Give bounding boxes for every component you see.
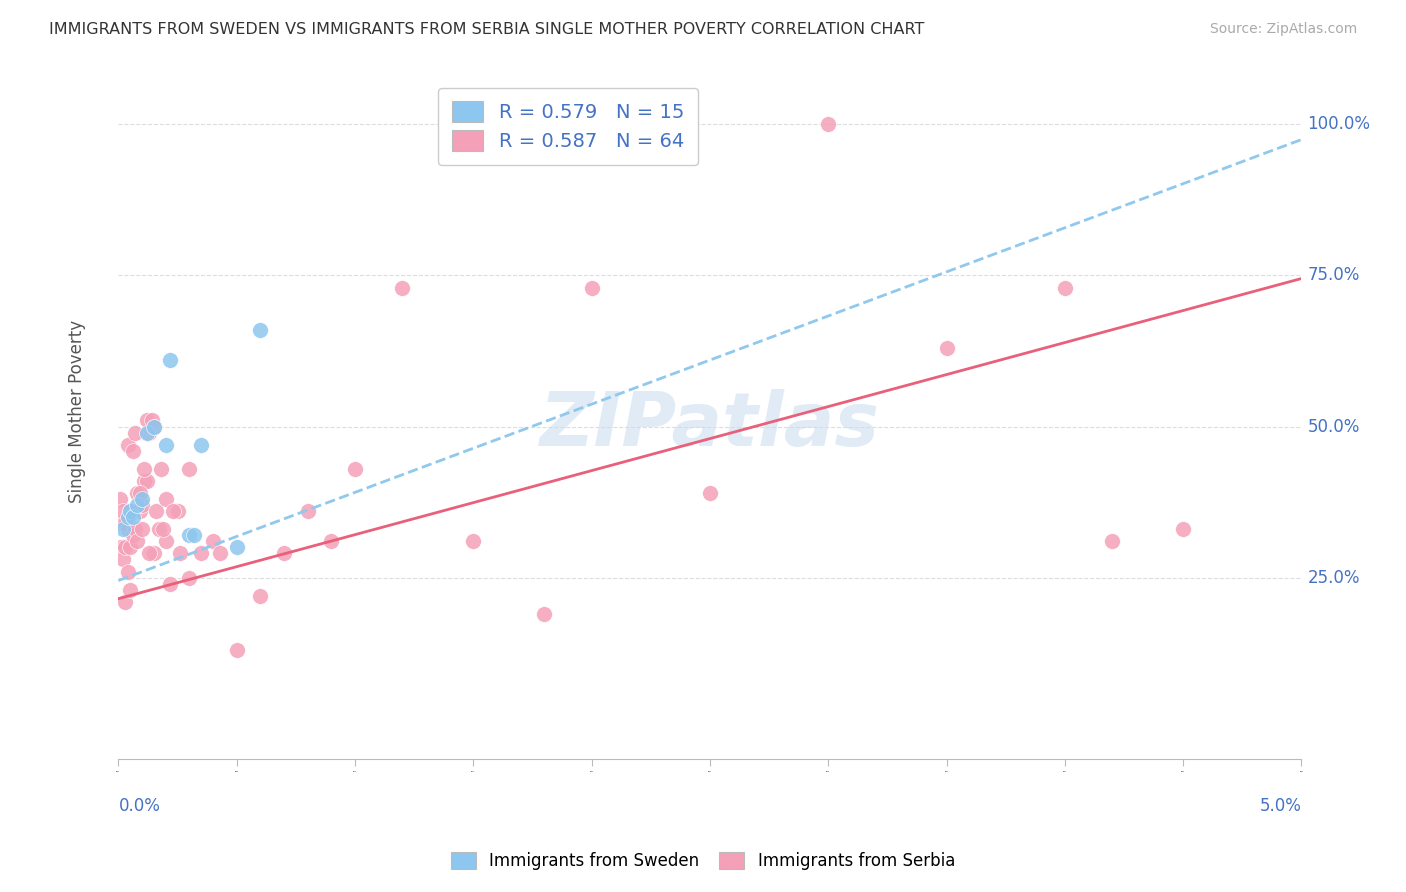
Point (117, 565, 139, 579)
Point (114, 595, 136, 609)
Point (127, 498, 149, 512)
Point (120, 541, 142, 555)
Point (128, 504, 150, 518)
Text: 0.0%: 0.0% (118, 797, 160, 815)
Point (128, 486, 150, 500)
Point (166, 504, 188, 518)
Point (190, 437, 212, 451)
Point (155, 491, 177, 506)
Point (343, 462, 366, 476)
Point (149, 462, 172, 476)
Point (131, 498, 153, 512)
Point (297, 504, 319, 518)
Point (463, 534, 485, 549)
Point (121, 510, 143, 524)
Point (817, 118, 839, 132)
Text: 50.0%: 50.0% (1308, 417, 1360, 435)
Point (225, 643, 247, 657)
Point (183, 528, 205, 542)
Point (142, 546, 165, 560)
Point (142, 419, 165, 434)
Point (179, 462, 201, 476)
Point (112, 504, 135, 518)
Point (159, 353, 181, 368)
Point (121, 443, 143, 458)
Legend: R = 0.579   N = 15, R = 0.587   N = 64: R = 0.579 N = 15, R = 0.587 N = 64 (439, 87, 697, 165)
Text: Single Mother Poverty: Single Mother Poverty (67, 320, 86, 503)
Point (249, 323, 271, 337)
Point (159, 576, 181, 591)
Legend: Immigrants from Sweden, Immigrants from Serbia: Immigrants from Sweden, Immigrants from … (444, 845, 962, 877)
Point (114, 541, 136, 555)
Point (141, 413, 163, 427)
Text: IMMIGRANTS FROM SWEDEN VS IMMIGRANTS FROM SERBIA SINGLE MOTHER POVERTY CORRELATI: IMMIGRANTS FROM SWEDEN VS IMMIGRANTS FRO… (49, 22, 925, 37)
Point (117, 522, 139, 536)
Point (127, 486, 149, 500)
Point (155, 534, 177, 549)
Point (138, 425, 160, 440)
Point (699, 486, 721, 500)
Point (321, 534, 343, 549)
Point (112, 522, 135, 536)
Text: 25.0%: 25.0% (1308, 568, 1360, 587)
Point (145, 504, 167, 518)
Point (1101, 534, 1123, 549)
Point (114, 516, 136, 531)
Point (148, 522, 170, 536)
Point (179, 528, 201, 542)
Point (110, 541, 132, 555)
Text: Source: ZipAtlas.com: Source: ZipAtlas.com (1209, 22, 1357, 37)
Point (134, 474, 156, 488)
Point (121, 528, 143, 542)
Point (169, 546, 191, 560)
Point (135, 413, 157, 427)
Point (131, 491, 153, 506)
Text: ZIPatlas: ZIPatlas (540, 389, 880, 462)
Point (120, 582, 142, 597)
Point (202, 534, 225, 549)
Point (152, 522, 174, 536)
Point (120, 504, 142, 518)
Point (391, 280, 413, 294)
Point (138, 546, 160, 560)
Point (225, 541, 247, 555)
Point (112, 552, 135, 566)
Point (533, 607, 555, 621)
Point (117, 437, 139, 451)
Point (581, 280, 603, 294)
Point (1053, 280, 1076, 294)
Point (142, 419, 165, 434)
Point (120, 504, 142, 518)
Text: 100.0%: 100.0% (1308, 115, 1371, 134)
Point (108, 491, 131, 506)
Point (273, 546, 295, 560)
Point (135, 425, 157, 440)
Point (935, 341, 957, 355)
Point (134, 462, 156, 476)
Point (249, 589, 271, 603)
Text: 75.0%: 75.0% (1308, 267, 1360, 285)
Point (117, 510, 139, 524)
Point (127, 534, 149, 549)
Point (124, 425, 146, 440)
Point (135, 474, 157, 488)
Point (162, 504, 184, 518)
Point (190, 546, 212, 560)
Point (209, 546, 232, 560)
Point (1173, 522, 1195, 536)
Point (131, 522, 153, 536)
Point (124, 522, 146, 536)
Point (155, 437, 177, 451)
Text: 5.0%: 5.0% (1260, 797, 1302, 815)
Point (179, 570, 201, 584)
Point (110, 516, 132, 531)
